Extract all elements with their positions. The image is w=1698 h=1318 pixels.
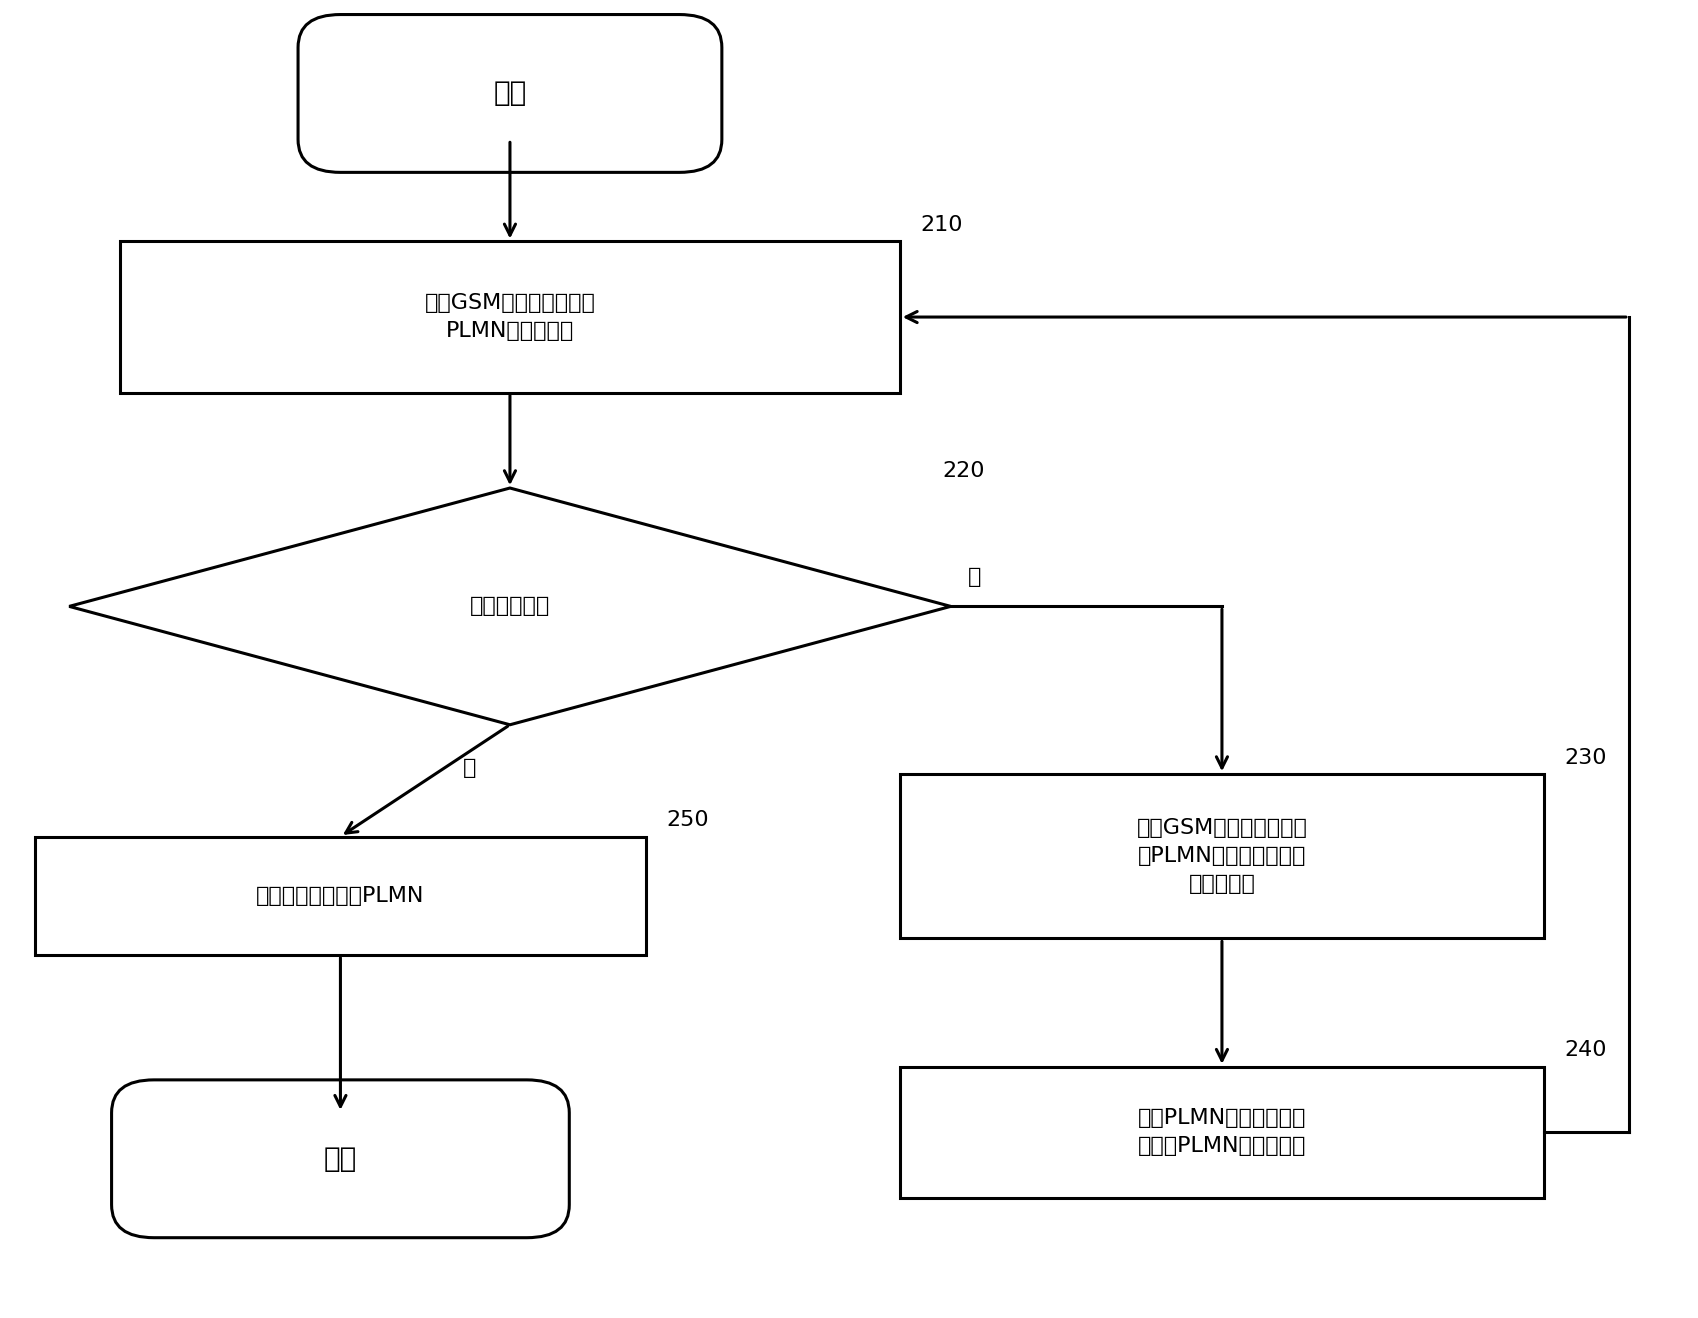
FancyBboxPatch shape <box>112 1079 569 1238</box>
Text: 结束: 结束 <box>324 1145 357 1173</box>
Text: 220: 220 <box>942 461 985 481</box>
Bar <box>121 241 900 393</box>
Text: 驻留到选网成功的PLMN: 驻留到选网成功的PLMN <box>256 886 424 905</box>
Text: 210: 210 <box>920 215 963 235</box>
Text: 是: 是 <box>462 758 475 778</box>
Text: 230: 230 <box>1564 747 1606 767</box>
FancyBboxPatch shape <box>299 14 722 173</box>
Text: 查找GSM下含有小区覆盖
的PLMN列表，并按优先
级排序保存: 查找GSM下含有小区覆盖 的PLMN列表，并按优先 级排序保存 <box>1136 818 1307 895</box>
Text: 根据PLMN列表中优先级
最高的PLMN，发起选网: 根据PLMN列表中优先级 最高的PLMN，发起选网 <box>1138 1108 1306 1156</box>
Bar <box>900 774 1543 938</box>
Text: 否: 否 <box>968 567 981 587</box>
Bar <box>900 1066 1543 1198</box>
Polygon shape <box>70 488 951 725</box>
Text: 240: 240 <box>1564 1040 1606 1060</box>
Text: 选网是否成功: 选网是否成功 <box>470 596 550 617</box>
Text: 开始: 开始 <box>494 79 526 108</box>
Bar <box>36 837 645 956</box>
Text: 查找GSM下优先级最高的
PLMN，发起选网: 查找GSM下优先级最高的 PLMN，发起选网 <box>424 293 596 341</box>
Text: 250: 250 <box>666 811 708 830</box>
